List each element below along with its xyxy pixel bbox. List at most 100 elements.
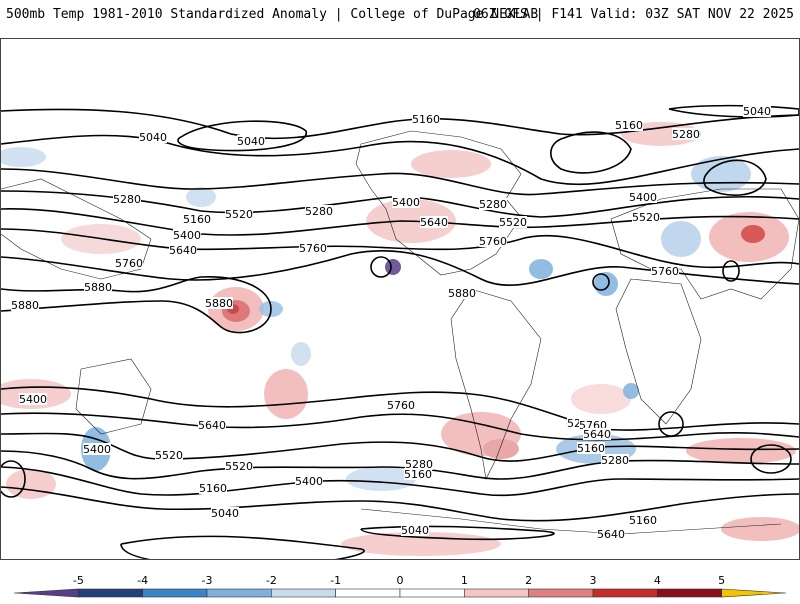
contour-label: 5160 xyxy=(404,468,432,481)
contour-label: 5280 xyxy=(601,454,629,467)
contour-label-bg xyxy=(405,458,433,470)
contour-label: 5040 xyxy=(237,135,265,148)
contour-label-bg xyxy=(173,229,201,241)
contour-label-bg xyxy=(225,460,253,472)
contour-label: 5040 xyxy=(401,524,429,537)
colorbar-swatch xyxy=(335,588,401,598)
contour-label-bg xyxy=(83,443,111,455)
contour-label: 5040 xyxy=(211,507,239,520)
header: 500mb Temp 1981-2010 Standardized Anomal… xyxy=(0,0,800,30)
contour-label: 5400 xyxy=(629,191,657,204)
contour-label: 5640 xyxy=(420,216,448,229)
contour-label-bg xyxy=(183,213,211,225)
contour-label: 5520 xyxy=(155,449,183,462)
colorbar-tick-label: -3 xyxy=(202,574,213,587)
colorbar-tick-label: 1 xyxy=(461,574,468,587)
contour-label: 5760 xyxy=(479,235,507,248)
colorbar-swatch xyxy=(528,588,594,598)
contour-label-bg xyxy=(499,216,527,228)
contour-label-bg xyxy=(601,454,629,466)
contour-label-bg xyxy=(199,482,227,494)
contour-label: 5640 xyxy=(597,528,625,541)
contour-label: 5400 xyxy=(173,229,201,242)
contour-label: 5760 xyxy=(115,257,143,270)
map-title: 500mb Temp 1981-2010 Standardized Anomal… xyxy=(6,7,539,22)
contour-label: 5280 xyxy=(672,128,700,141)
contour-label-bg xyxy=(583,428,611,440)
contour-label-bg xyxy=(205,297,233,309)
contour-label-bg xyxy=(577,442,605,454)
colorbar-tick-label: 5 xyxy=(718,574,725,587)
contour-label-bg xyxy=(295,475,323,487)
contour-label: 5880 xyxy=(11,299,39,312)
warm-anomaly-shading xyxy=(1,122,799,556)
colorbar-tick-label: 4 xyxy=(654,574,661,587)
colorbar-swatches xyxy=(13,588,787,598)
contour-label-bg xyxy=(629,191,657,203)
colorbar: -5 -4 -3 -2 -1 0 1 2 3 4 5 xyxy=(0,566,800,600)
map-frame[interactable]: 5160 5040 5040 5040 5160 5280 5280 5160 5400 5520… xyxy=(0,38,800,560)
contour-label-bg xyxy=(651,265,679,277)
contour-label: 5160 xyxy=(629,514,657,527)
contour-label-bg xyxy=(743,105,771,117)
colorbar-tick-label: -1 xyxy=(330,574,341,587)
colorbar-swatch xyxy=(399,588,465,598)
contour-label: 5280 xyxy=(405,458,433,471)
contour-label-bg xyxy=(115,257,143,269)
contour-label-bg xyxy=(169,244,197,256)
contour-label-bg xyxy=(615,119,643,131)
contour-label-bg xyxy=(479,235,507,247)
contour-label-bg xyxy=(404,468,432,480)
contour-label: 5400 xyxy=(392,196,420,209)
colorbar-swatch xyxy=(271,588,336,598)
colorbar-swatch xyxy=(13,588,79,598)
colorbar-swatch xyxy=(142,588,208,598)
contour-label-bg xyxy=(305,205,333,217)
contour-label-bg xyxy=(387,399,415,411)
contour-label: 5400 xyxy=(19,393,47,406)
contour-label-bg xyxy=(237,135,265,147)
contour-label-bg xyxy=(11,299,39,311)
contour-label-bg xyxy=(597,528,625,540)
contour-label-bg xyxy=(448,287,476,299)
colorbar-swatch xyxy=(78,588,143,598)
contour-label: 5520 xyxy=(225,208,253,221)
colorbar-swatch xyxy=(592,588,658,598)
contour-label: 5280 xyxy=(479,198,507,211)
colorbar-swatch xyxy=(206,588,272,598)
contour-label-bg xyxy=(401,524,429,536)
contour-label: 5640 xyxy=(583,428,611,441)
colorbar-tick-label: 3 xyxy=(590,574,597,587)
contour-label: 5040 xyxy=(139,131,167,144)
contour-label: 5760 xyxy=(299,242,327,255)
contour-label-bg xyxy=(479,198,507,210)
contour-label-bg xyxy=(139,131,167,143)
contour-label: 5160 xyxy=(183,213,211,226)
colorbar-tick-label: 0 xyxy=(397,574,404,587)
contour-label: 5640 xyxy=(169,244,197,257)
contour-label-bg xyxy=(113,193,141,205)
contour-label: 5400 xyxy=(295,475,323,488)
contour-label-bg xyxy=(19,393,47,405)
contour-label: 5520 xyxy=(632,211,660,224)
contour-label-bg xyxy=(84,281,112,293)
colorbar-tick-label: -5 xyxy=(73,574,84,587)
contour-label-bg xyxy=(632,211,660,223)
colorbar-tick-label: -4 xyxy=(137,574,148,587)
contour-label-bg xyxy=(155,449,183,461)
contour-label: 5400 xyxy=(83,443,111,456)
contour-label: 5160 xyxy=(615,119,643,132)
contour-label: 5640 xyxy=(198,419,226,432)
run-info: 06Z GFS | F141 Valid: 03Z SAT NOV 22 202… xyxy=(473,7,794,22)
colorbar-tick-label: 2 xyxy=(525,574,532,587)
contour-label-bg xyxy=(629,514,657,526)
colorbar-swatch xyxy=(464,588,529,598)
contour-label-bg xyxy=(299,242,327,254)
contour-label: 5880 xyxy=(84,281,112,294)
height-contours xyxy=(1,104,799,559)
colorbar-tick-label: -2 xyxy=(266,574,277,587)
colorbar-graphic: -5 -4 -3 -2 -1 0 1 2 3 4 5 xyxy=(13,574,787,598)
contour-label-bg xyxy=(412,113,440,125)
